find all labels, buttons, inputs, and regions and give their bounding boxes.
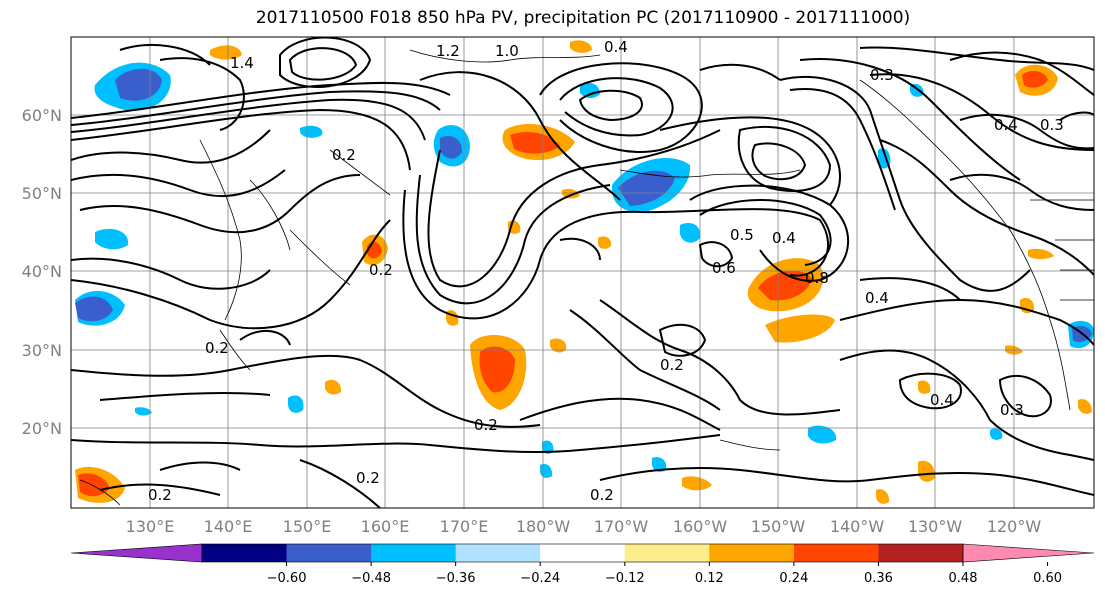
lat-tick-label: 50°N xyxy=(22,184,62,203)
latitude-axis: 60°N 50°N 40°N 30°N 20°N xyxy=(22,106,62,438)
contour-label: 0.4 xyxy=(865,289,889,307)
contour-label: 0.2 xyxy=(356,469,380,487)
lon-tick-label: 160°W xyxy=(673,517,728,536)
longitude-axis: 130°E 140°E 150°E 160°E 170°E 180°W 170°… xyxy=(126,517,1042,536)
lon-tick-label: 130°E xyxy=(126,517,175,536)
colorbar-tick-label: 0.24 xyxy=(779,571,808,586)
lon-tick-label: 130°W xyxy=(908,517,963,536)
colorbar-segment xyxy=(455,544,541,562)
colorbar-tick-label: 0.12 xyxy=(695,571,724,586)
colorbar-extend-max xyxy=(962,543,1095,563)
coastlines xyxy=(79,49,1094,506)
colorbar-frame xyxy=(201,543,964,563)
contour-label: 0.6 xyxy=(712,259,736,277)
lon-tick-label: 140°W xyxy=(830,517,885,536)
colorbar-segment xyxy=(624,544,710,562)
colorbar-tick-label: −0.12 xyxy=(605,571,645,586)
lon-tick-label: 150°E xyxy=(283,517,332,536)
map-frame xyxy=(70,36,1095,509)
colorbar-tick-label: −0.60 xyxy=(267,571,307,586)
colorbar-segment xyxy=(709,544,795,562)
lat-tick-label: 30°N xyxy=(22,341,62,360)
contour-label: 0.2 xyxy=(474,416,498,434)
contour-label: 0.5 xyxy=(730,226,754,244)
contour-label: 0.4 xyxy=(930,391,954,409)
lon-tick-label: 120°W xyxy=(987,517,1042,536)
contour-label: 0.3 xyxy=(1000,401,1024,419)
lat-tick-label: 20°N xyxy=(22,419,62,438)
colorbar-segment xyxy=(793,544,879,562)
colorbar-segment xyxy=(540,544,626,562)
contour-label: 0.2 xyxy=(205,339,229,357)
contour-label: 0.2 xyxy=(660,356,684,374)
colorbar: −0.60 −0.48 −0.36 −0.24 −0.12 0.12 0.24 0.36 0.4… xyxy=(70,543,1095,586)
contour-label: 0.2 xyxy=(590,486,614,504)
lon-tick-label: 170°E xyxy=(440,517,489,536)
contour-label: 0.2 xyxy=(332,146,356,164)
map-panel xyxy=(71,37,1094,508)
contour-label: 1.0 xyxy=(495,42,519,60)
contour-label: 1.2 xyxy=(436,42,460,60)
colorbar-tick-label: 0.60 xyxy=(1033,571,1062,586)
contour-label: 0.4 xyxy=(772,229,796,247)
contour-labels: 1.2 1.0 0.4 0.3 0.2 0.2 0.2 0.2 0.2 0.2 … xyxy=(148,38,1064,504)
contour-label: 1.4 xyxy=(230,54,254,72)
contour-label: 0.8 xyxy=(805,269,829,287)
contour-label: 0.3 xyxy=(870,66,894,84)
colorbar-tick-label: 0.36 xyxy=(864,571,893,586)
lon-tick-label: 150°W xyxy=(751,517,806,536)
colorbar-tick-label: 0.48 xyxy=(949,571,978,586)
colorbar-segment xyxy=(878,544,964,562)
colorbar-tick-label: −0.48 xyxy=(351,571,391,586)
lon-tick-label: 140°E xyxy=(204,517,253,536)
contour-label: 0.3 xyxy=(1040,116,1064,134)
colorbar-extend-min xyxy=(70,543,203,563)
lon-tick-label: 170°W xyxy=(594,517,649,536)
chart-title: 2017110500 F018 850 hPa PV, precipitatio… xyxy=(255,8,911,28)
lat-tick-label: 40°N xyxy=(22,262,62,281)
colorbar-tick-label: −0.24 xyxy=(520,571,560,586)
lon-tick-label: 160°E xyxy=(361,517,410,536)
pv-contours xyxy=(71,37,1094,508)
lon-tick-label: 180°W xyxy=(516,517,571,536)
colorbar-segment xyxy=(286,544,372,562)
precip-patches xyxy=(75,40,1094,504)
contour-label: 0.2 xyxy=(369,261,393,279)
contour-label: 0.4 xyxy=(604,38,628,56)
colorbar-tick-label: −0.36 xyxy=(436,571,476,586)
contour-label: 0.4 xyxy=(994,116,1018,134)
contour-label: 0.2 xyxy=(148,486,172,504)
colorbar-segment xyxy=(202,544,288,562)
colorbar-segment xyxy=(371,544,457,562)
lat-tick-label: 60°N xyxy=(22,106,62,125)
